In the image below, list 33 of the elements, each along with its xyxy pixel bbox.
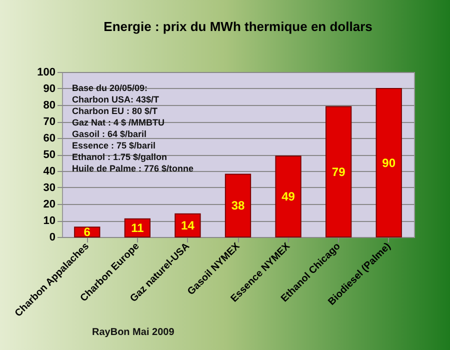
data-label: 79 bbox=[332, 164, 346, 179]
annotation: Gaz Nat : 4 $ /MMBTU bbox=[72, 118, 165, 128]
data-label: 38 bbox=[231, 198, 245, 213]
annotation: Charbon USA: 43$/T bbox=[72, 94, 160, 104]
bar bbox=[224, 174, 252, 238]
annotation: Gasoil : 64 $/baril bbox=[72, 129, 147, 139]
y-tick-label: 30 bbox=[43, 182, 56, 194]
data-label: 49 bbox=[282, 190, 296, 204]
annotation: Base du 20/05/09: bbox=[72, 83, 148, 93]
annotation: Charbon EU : 80 $/T bbox=[72, 106, 158, 116]
y-tick-label: 10 bbox=[43, 215, 56, 227]
y-tick-label: 90 bbox=[43, 83, 56, 95]
y-tick-label: 40 bbox=[43, 166, 56, 178]
data-label: 6 bbox=[84, 225, 91, 240]
annotation: Ethanol : 1.75 $/gallon bbox=[72, 152, 168, 162]
bar bbox=[275, 156, 302, 238]
data-label: 90 bbox=[382, 156, 396, 170]
data-label: 14 bbox=[181, 218, 195, 232]
annotation: Essence : 75 $/baril bbox=[72, 140, 156, 150]
annotation: Huile de Palme : 776 $/tonne bbox=[72, 164, 194, 174]
y-tick-label: 80 bbox=[43, 100, 56, 112]
y-tick-label: 60 bbox=[43, 132, 56, 144]
bar bbox=[326, 106, 352, 238]
y-tick-label: 70 bbox=[43, 116, 56, 128]
bar bbox=[376, 88, 402, 238]
y-tick-label: 100 bbox=[37, 66, 56, 78]
y-tick-label: 20 bbox=[43, 198, 56, 210]
chart-title: Energie : prix du MWh thermique en dollars bbox=[104, 19, 372, 34]
bar bbox=[174, 213, 201, 238]
data-label: 11 bbox=[131, 220, 144, 235]
y-tick-label: 0 bbox=[49, 232, 56, 244]
y-tick-label: 50 bbox=[43, 149, 56, 161]
text: RayBon Mai 2009 bbox=[92, 327, 175, 338]
